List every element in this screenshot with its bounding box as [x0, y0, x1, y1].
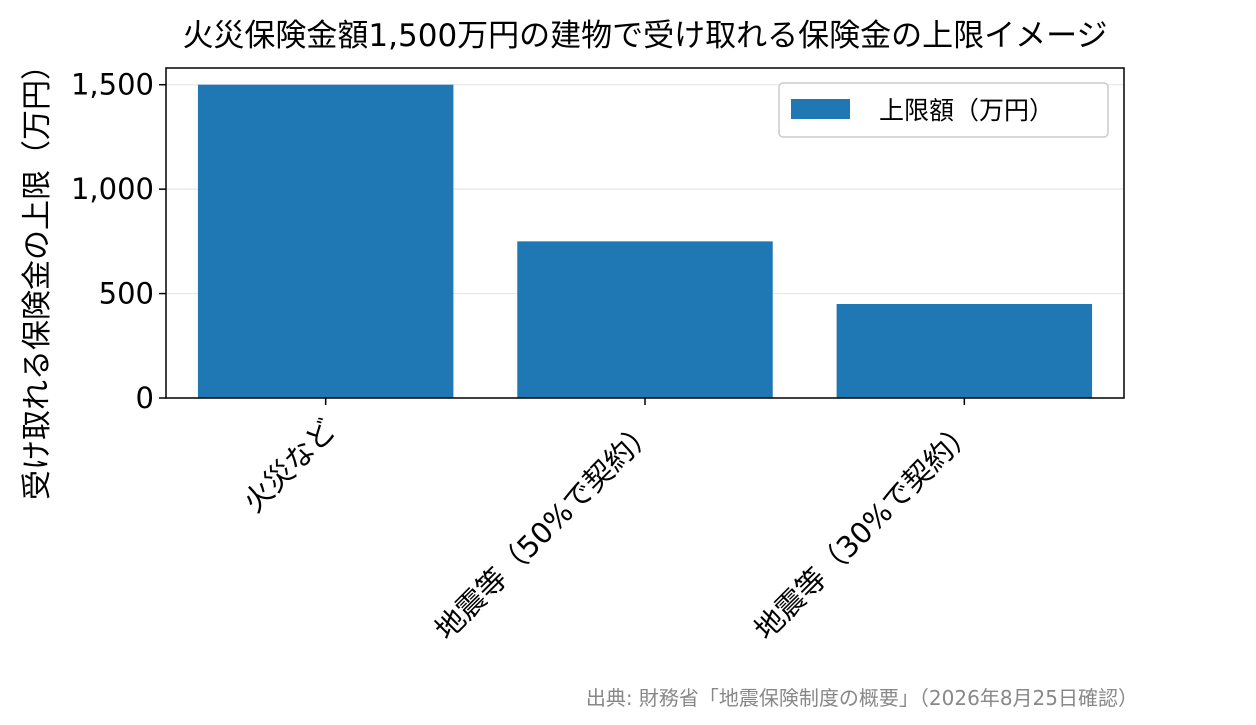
- y-tick-label: 0: [136, 381, 154, 415]
- chart-title: 火災保険金額1,500万円の建物で受け取れる保険金の上限イメージ: [182, 18, 1107, 54]
- y-tick-label: 500: [99, 277, 154, 311]
- legend-box: [778, 82, 1109, 138]
- legend-swatch: [791, 99, 850, 119]
- y-tick-label: 1,500: [71, 68, 154, 102]
- y-axis: 0 500 1,000 1,500: [71, 68, 166, 415]
- legend: 上限額（万円）: [778, 82, 1109, 138]
- y-axis-label: 受け取れる保険金の上限（万円）: [20, 50, 55, 500]
- bar: [517, 241, 773, 398]
- bars: [197, 84, 1093, 398]
- legend-label: 上限額（万円）: [879, 96, 1054, 125]
- bar: [836, 304, 1093, 398]
- y-tick-label: 1,000: [71, 172, 154, 206]
- source-note: 出典: 財務省「地震保険制度の概要」（2026年8月25日確認）: [586, 686, 1138, 710]
- bar: [197, 84, 454, 398]
